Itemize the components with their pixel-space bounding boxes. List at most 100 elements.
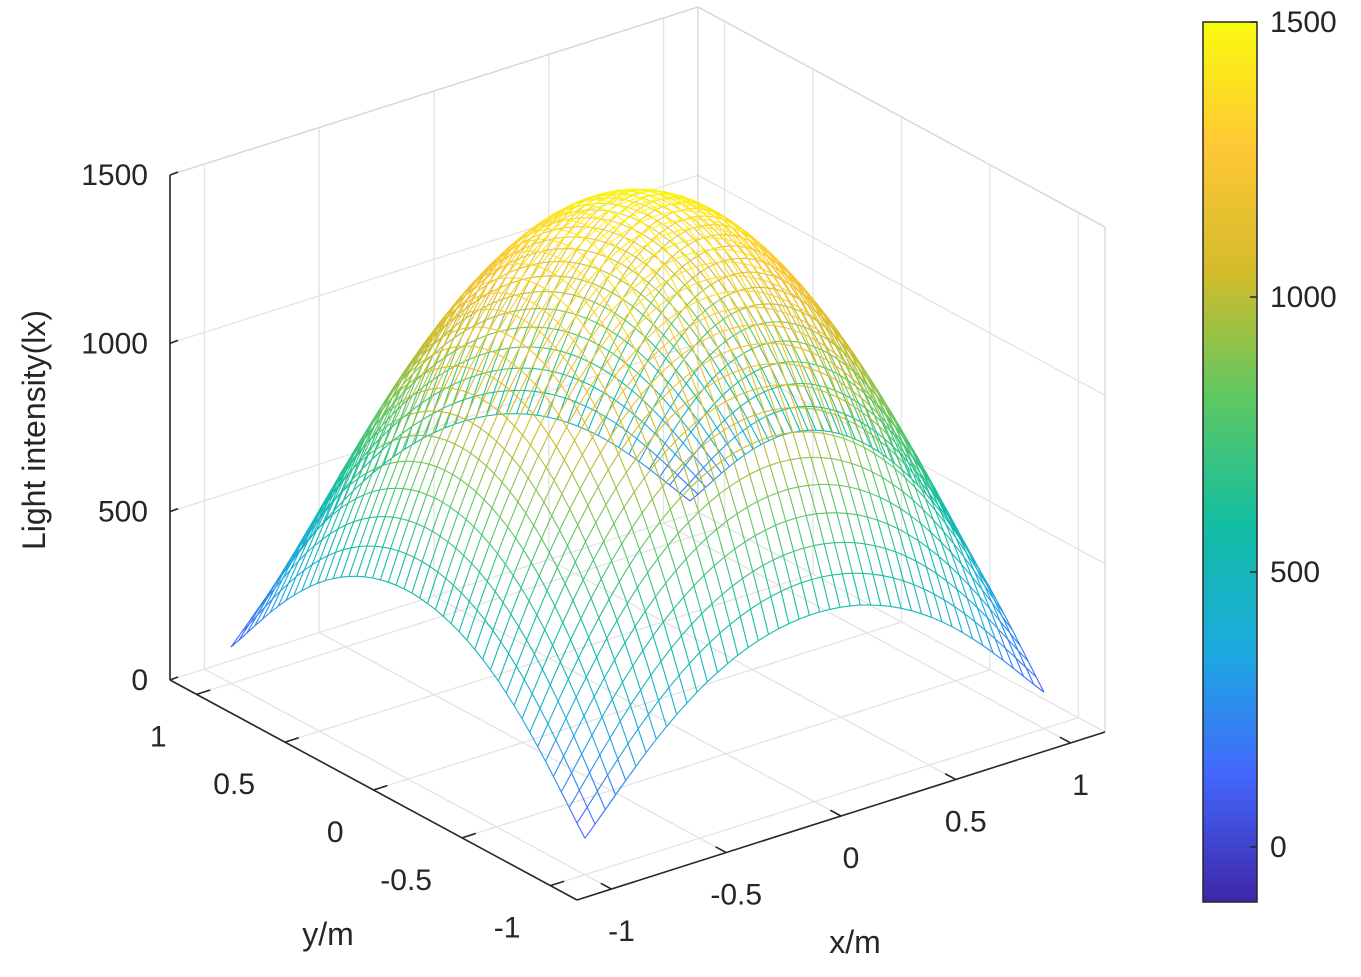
surface-mesh-segment [595, 277, 608, 290]
surface-mesh-segment [920, 523, 932, 533]
surface-mesh-segment [536, 590, 548, 616]
surface-mesh-segment [515, 255, 527, 261]
surface-mesh-segment [626, 603, 636, 627]
surface-mesh-segment [802, 383, 815, 407]
surface-mesh-segment [674, 441, 684, 464]
surface-mesh-segment [506, 310, 516, 330]
surface-mesh-segment [667, 382, 679, 396]
surface-mesh-segment [628, 564, 638, 588]
surface-mesh-segment [644, 260, 654, 273]
surface-mesh-segment [719, 370, 731, 389]
surface-mesh-segment [670, 277, 680, 293]
surface-mesh-segment [724, 249, 735, 252]
surface-mesh-segment [843, 437, 855, 444]
surface-mesh-segment [539, 708, 549, 725]
surface-mesh-segment [508, 626, 520, 654]
surface-mesh-segment [787, 486, 799, 490]
surface-mesh-segment [530, 444, 539, 457]
surface-mesh-segment [958, 574, 968, 599]
surface-mesh-segment [401, 425, 413, 435]
y-axis-label: y/m [302, 916, 354, 952]
surface-mesh-segment [638, 197, 647, 203]
surface-mesh-segment [709, 354, 721, 372]
y-tick-label: 1 [150, 720, 167, 753]
surface-mesh-segment [728, 369, 739, 376]
surface-mesh-segment [837, 358, 847, 366]
surface-mesh-segment [386, 404, 398, 427]
surface-mesh-segment [636, 444, 648, 459]
surface-mesh-segment [599, 737, 611, 756]
surface-mesh-segment [774, 407, 785, 411]
surface-mesh-segment [379, 548, 392, 580]
surface-mesh-segment [589, 754, 601, 773]
surface-mesh-segment [729, 624, 739, 656]
surface-mesh-segment [460, 359, 470, 382]
surface-mesh-segment [762, 559, 774, 566]
surface-mesh-segment [595, 289, 605, 300]
surface-mesh-segment [665, 346, 675, 359]
surface-mesh-segment [419, 597, 428, 604]
surface-mesh-segment [572, 254, 584, 268]
surface-mesh-segment [770, 596, 780, 629]
surface-mesh-segment [549, 661, 561, 686]
surface-mesh-segment [771, 342, 782, 345]
surface-mesh-segment [630, 193, 639, 199]
surface-mesh-segment [647, 714, 657, 740]
surface-mesh-segment [676, 313, 685, 331]
surface-mesh-segment [889, 501, 901, 509]
surface-mesh-segment [677, 521, 689, 534]
surface-mesh-segment [419, 383, 429, 405]
surface-mesh-segment [466, 326, 475, 329]
surface-mesh-segment [429, 536, 441, 567]
surface-mesh-segment [765, 524, 776, 531]
surface-mesh-segment [974, 621, 984, 646]
surface-mesh-segment [682, 463, 692, 488]
surface-mesh-segment [692, 271, 701, 279]
surface-mesh-segment [635, 247, 645, 258]
surface-mesh-segment [631, 527, 641, 550]
surface-mesh-segment [723, 219, 732, 228]
surface-mesh-segment [388, 391, 400, 412]
surface-mesh-segment [733, 330, 742, 337]
surface-mesh-segment [546, 567, 558, 591]
surface-mesh-segment [686, 296, 696, 306]
surface-mesh-segment [886, 446, 896, 469]
surface-mesh-segment [662, 265, 672, 279]
surface-mesh-segment [615, 472, 627, 489]
surface-mesh-segment [636, 243, 648, 252]
surface-mesh-segment [951, 626, 963, 633]
surface-mesh-segment [862, 573, 872, 606]
surface-mesh-segment [402, 461, 414, 489]
surface-mesh-segment [877, 519, 888, 525]
surface-mesh-segment [367, 432, 380, 456]
surface-mesh-segment [442, 319, 454, 337]
surface-mesh-segment [580, 272, 589, 282]
surface-mesh-segment [774, 267, 784, 281]
surface-mesh-segment [644, 206, 655, 212]
surface-mesh-segment [735, 306, 746, 309]
surface-mesh-segment [600, 578, 610, 600]
surface-mesh-segment [736, 241, 746, 254]
surface-mesh-segment [807, 485, 817, 514]
surface-mesh-segment [621, 288, 633, 300]
surface-mesh-segment [653, 345, 665, 356]
surface-mesh-segment [499, 491, 511, 518]
surface-mesh-segment [695, 205, 706, 210]
surface-mesh-segment [546, 248, 557, 251]
surface-mesh-segment [380, 410, 390, 420]
surface-mesh-segment [810, 457, 820, 485]
surface-mesh-segment [287, 560, 300, 584]
surface-mesh-segment [529, 708, 541, 733]
surface-mesh-segment [633, 399, 643, 416]
surface-mesh-segment [744, 246, 757, 261]
surface-mesh-segment [783, 327, 793, 347]
surface-mesh-segment [337, 502, 349, 530]
surface-mesh-segment [592, 541, 605, 561]
surface-mesh-segment [731, 257, 740, 260]
surface-mesh-segment [620, 193, 631, 199]
surface-mesh-segment [638, 460, 650, 470]
surface-mesh-segment [865, 430, 875, 454]
surface-mesh-segment [448, 329, 460, 349]
surface-mesh-segment [933, 593, 943, 622]
surface-mesh-segment [881, 477, 891, 503]
